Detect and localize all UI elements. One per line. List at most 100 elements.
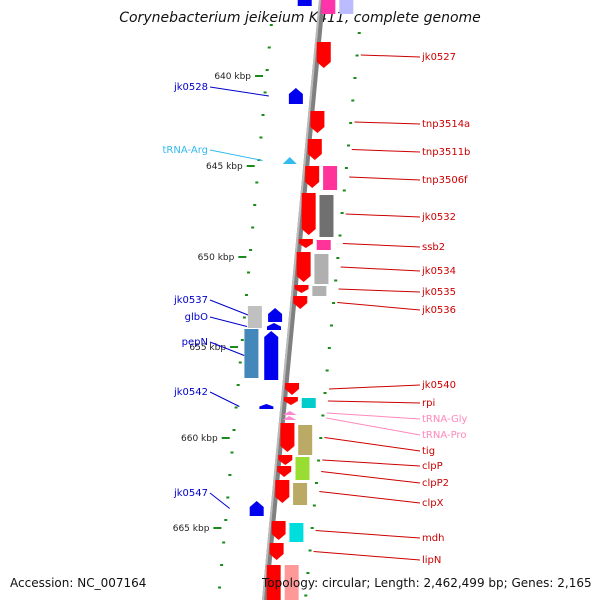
guide-dot (232, 429, 236, 431)
guide-dot (306, 572, 310, 574)
gene-leader-line (322, 459, 421, 467)
kbp-tick (255, 75, 264, 77)
gene-leader-line (326, 412, 421, 420)
topology-text: Topology: circular; Length: 2,462,499 bp… (262, 576, 592, 590)
guide-dot (334, 279, 338, 282)
guide-dot (249, 249, 253, 251)
gene-leader-line (313, 551, 421, 561)
gene-leader-line (338, 288, 421, 293)
gene-label: tRNA-Gly (422, 414, 467, 425)
gene-label: jk0537 (173, 295, 208, 306)
guide-dot (263, 91, 267, 94)
guide-dot (236, 384, 240, 386)
guide-dot (240, 339, 244, 341)
guide-dot (340, 212, 344, 214)
kbp-label: 640 kbp (214, 72, 251, 82)
gene-label: tRNA-Pro (422, 430, 466, 441)
trna-mark (282, 411, 297, 415)
guide-dot (220, 564, 224, 566)
gene-arrow (301, 193, 316, 235)
gene-label: glbO (185, 312, 208, 323)
gene-leader-line (340, 266, 421, 272)
gene-label: tnp3514a (422, 119, 470, 130)
guide-dot (314, 482, 318, 484)
guide-dot (351, 99, 355, 102)
gene-block (312, 286, 327, 296)
gene-block (298, 425, 313, 455)
gene-arrow (269, 543, 284, 560)
gene-arrow (294, 285, 309, 293)
gene-block (297, 0, 312, 6)
gene-label: jk0532 (421, 212, 456, 223)
guide-dot (342, 189, 346, 192)
gene-label: clpX (422, 498, 444, 509)
genome-backbone-highlight (262, 0, 321, 600)
gene-label: pepN (182, 337, 208, 348)
gene-arrow (249, 501, 264, 516)
guide-dot (261, 114, 265, 116)
kbp-tick (213, 527, 222, 529)
guide-dot (255, 181, 259, 184)
gene-leader-line (209, 391, 240, 407)
guide-dot (357, 32, 361, 34)
guide-dot (267, 46, 271, 49)
gene-label: tnp3506f (422, 175, 468, 186)
guide-dot (317, 459, 321, 462)
gene-arrow (278, 455, 293, 465)
gene-block (266, 565, 281, 600)
gene-label: jk0528 (173, 82, 208, 93)
accession-text: Accession: NC_007164 (10, 576, 147, 590)
gene-label: jk0540 (421, 380, 456, 391)
gene-leader-line (360, 54, 421, 58)
guide-dot (259, 136, 263, 139)
gene-label: jk0536 (421, 305, 456, 316)
guide-dot (327, 347, 331, 349)
gene-leader-line (209, 86, 269, 97)
gene-arrow (310, 111, 325, 133)
guide-dot (349, 122, 353, 124)
kbp-label: 655 kbp (189, 343, 226, 353)
gene-arrow (283, 397, 298, 405)
gene-label: jk0527 (421, 52, 456, 63)
guide-dot (355, 54, 359, 57)
guide-dot (323, 392, 327, 394)
gene-arrow (268, 308, 283, 322)
gene-leader-line (351, 149, 421, 153)
guide-dot (251, 226, 255, 229)
gene-block (284, 565, 299, 600)
guide-dot (304, 594, 308, 597)
guide-dot (336, 257, 340, 259)
guide-dot (226, 496, 230, 499)
guide-dot (312, 504, 316, 507)
gene-leader-line (354, 121, 421, 125)
gene-arrow (264, 331, 279, 380)
gene-leader-line (337, 302, 421, 311)
gene-label: mdh (422, 533, 444, 544)
gene-arrow (275, 480, 290, 503)
gene-leader-line (329, 384, 421, 390)
gene-block (323, 166, 338, 190)
guide-dot (247, 271, 251, 274)
kbp-label: 650 kbp (198, 253, 235, 263)
gene-leader-line (321, 471, 421, 484)
gene-arrow (305, 166, 320, 188)
guide-dot (308, 549, 312, 552)
trna-mark (282, 416, 297, 420)
gene-arrow (296, 252, 311, 282)
gene-arrow (259, 404, 274, 409)
gene-arrow (298, 239, 313, 248)
gene-leader-line (209, 149, 263, 161)
gene-leader-line (342, 243, 421, 248)
gene-arrow (266, 323, 281, 330)
gene-label: jk0547 (173, 488, 208, 499)
guide-dot (253, 204, 257, 206)
gene-block (289, 523, 304, 542)
guide-dot (344, 167, 348, 169)
gene-block (319, 195, 334, 237)
gene-leader-line (209, 492, 231, 509)
guide-dot (244, 294, 248, 296)
kbp-tick (221, 437, 230, 439)
kbp-label: 660 kbp (181, 434, 218, 444)
gene-block (244, 329, 259, 378)
gene-leader-line (209, 341, 245, 356)
